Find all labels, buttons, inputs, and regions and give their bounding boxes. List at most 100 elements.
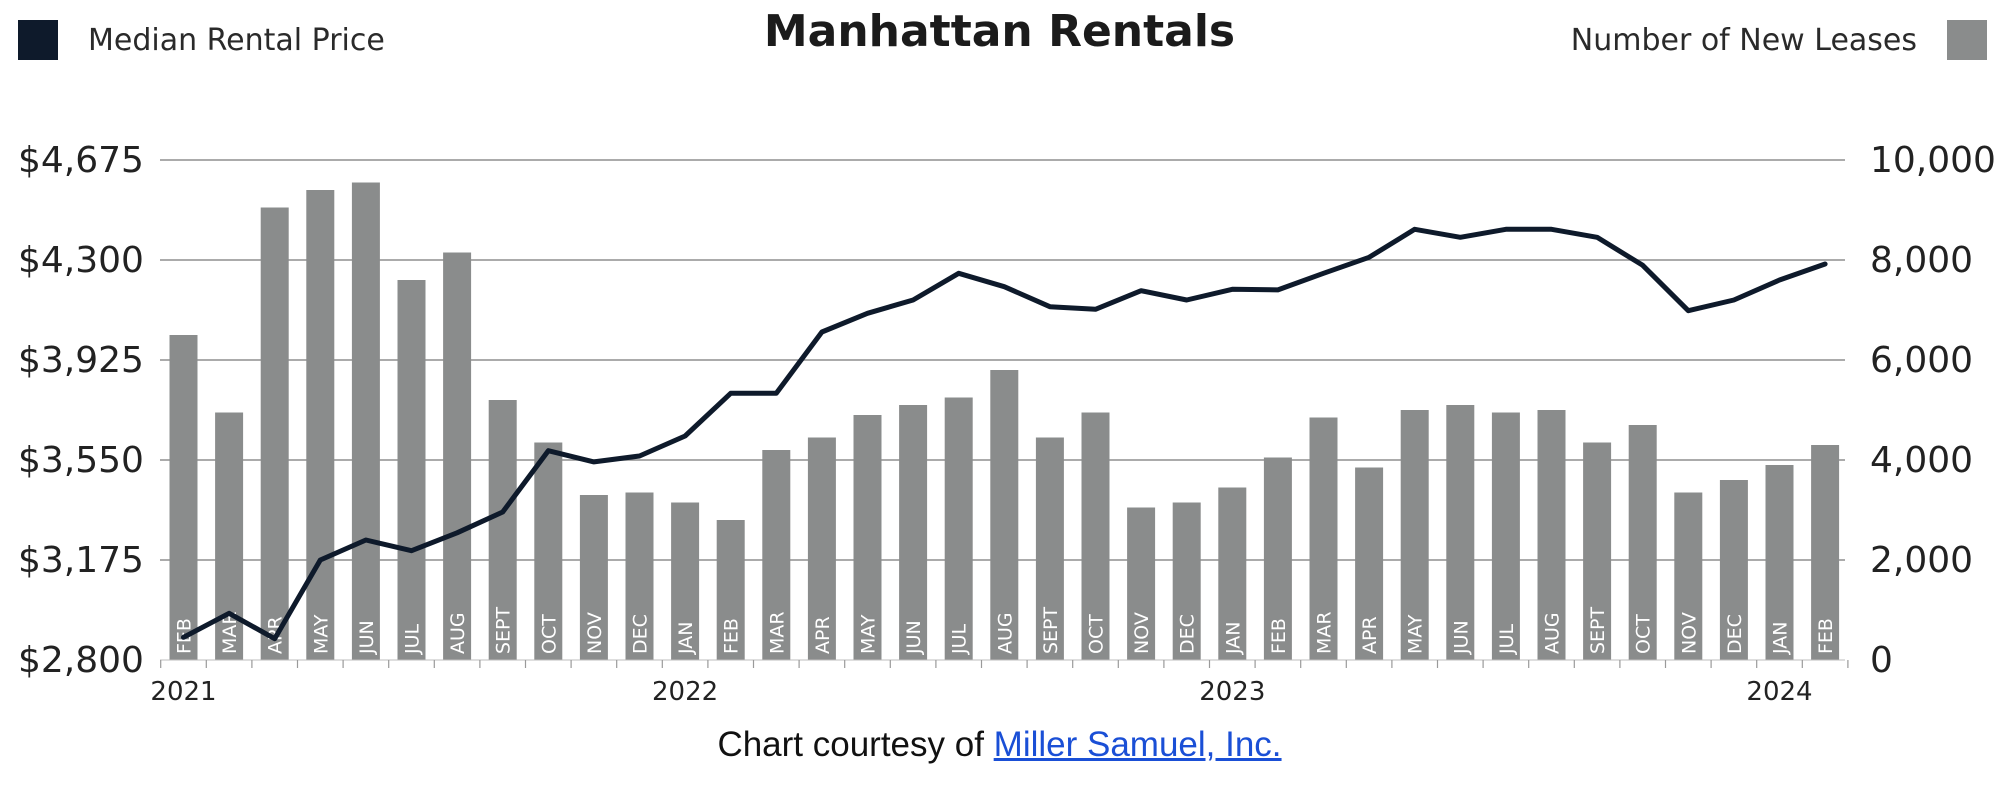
- x-tick-label: DEC: [630, 614, 652, 654]
- bar-layer: [169, 182, 1840, 660]
- x-tick-label: APR: [812, 616, 834, 654]
- x-tick-label: DEC: [1724, 614, 1746, 654]
- bar: [1081, 412, 1110, 660]
- x-tick-label: NOV: [1678, 612, 1700, 654]
- x-tick-label: JUL: [949, 623, 971, 655]
- bar: [1628, 425, 1657, 660]
- x-tick-label: JUN: [356, 620, 378, 655]
- y-left-tick-label: $2,800: [18, 640, 144, 681]
- chart-title: Manhattan Rentals: [0, 6, 1999, 57]
- bar: [306, 190, 335, 660]
- bar: [625, 492, 654, 660]
- bar: [1127, 507, 1156, 660]
- x-tick-label: APR: [1359, 616, 1381, 654]
- chart-credit: Chart courtesy of Miller Samuel, Inc.: [0, 725, 1999, 765]
- x-tick-label: JAN: [1222, 622, 1244, 655]
- x-tick-label: AUG: [1542, 612, 1564, 654]
- y-left-tick-label: $3,175: [18, 540, 144, 581]
- x-tick-label: FEB: [721, 618, 743, 654]
- credit-link[interactable]: Miller Samuel, Inc.: [993, 725, 1282, 764]
- bar: [807, 437, 836, 660]
- x-year-label: 2024: [1746, 677, 1812, 707]
- bar: [853, 415, 882, 660]
- y-right-tick-label: 2,000: [1870, 540, 1973, 581]
- x-tick-label: JUL: [1496, 623, 1518, 655]
- x-tick-label: FEB: [1815, 618, 1837, 654]
- bar: [579, 495, 608, 660]
- x-tick-label: OCT: [1086, 614, 1108, 654]
- axis-layer: $2,800 0 $3,175 2,000 $3,550 4,000 $3,925 6,000…: [18, 140, 1996, 707]
- bar: [671, 502, 700, 660]
- month-label-layer: FEB MAR APR MAY JUN JUL AUG SEPT OCT NOV DEC JAN FEB…: [174, 606, 1838, 655]
- y-left-tick-label: $4,675: [18, 140, 144, 181]
- bar: [1035, 437, 1064, 660]
- y-right-tick-label: 0: [1870, 640, 1893, 681]
- x-year-label: 2021: [150, 677, 216, 707]
- x-year-label: 2023: [1199, 677, 1265, 707]
- x-tick-label: AUG: [447, 612, 469, 654]
- x-tick-label: NOV: [584, 612, 606, 654]
- x-tick-label: MAY: [310, 614, 332, 654]
- bar: [990, 370, 1019, 660]
- x-tick-label: OCT: [1633, 614, 1655, 654]
- series-line-median-rental-price: [181, 226, 1828, 642]
- y-left-tick-label: $3,925: [18, 340, 144, 381]
- bar: [443, 252, 472, 660]
- bar: [1355, 467, 1384, 660]
- x-tick-label: JUN: [1450, 620, 1472, 655]
- x-tick-label: SEPT: [493, 606, 515, 654]
- x-tick-label: JAN: [1770, 622, 1792, 655]
- y-right-tick-label: 4,000: [1870, 440, 1973, 481]
- x-tick-label: MAR: [219, 611, 241, 654]
- y-right-tick-label: 10,000: [1870, 140, 1996, 181]
- bar: [1811, 445, 1840, 660]
- bar: [1537, 410, 1566, 660]
- bar: [1400, 410, 1429, 660]
- bar: [1218, 487, 1247, 660]
- bar: [488, 400, 517, 660]
- bar: [716, 520, 745, 660]
- bar: [260, 207, 289, 660]
- line-layer: [181, 226, 1828, 642]
- x-tick-label: SEPT: [1040, 606, 1062, 654]
- x-tick-label: MAR: [766, 611, 788, 654]
- y-right-tick-label: 8,000: [1870, 240, 1973, 281]
- chart-title-text: Manhattan Rentals: [763, 6, 1236, 57]
- x-tick-label: DEC: [1177, 614, 1199, 654]
- legend-label-left: Median Rental Price: [88, 22, 385, 58]
- credit-prefix: Chart courtesy of: [717, 725, 994, 764]
- bar: [899, 405, 928, 660]
- bar: [1446, 405, 1475, 660]
- bar: [1719, 480, 1748, 660]
- legend-swatch-line: [18, 20, 58, 60]
- y-left-tick-label: $4,300: [18, 240, 144, 281]
- x-tick-label: AUG: [994, 612, 1016, 654]
- bar: [397, 280, 426, 660]
- x-tick-label: MAY: [1405, 614, 1427, 654]
- x-tick-label: JUN: [903, 620, 925, 655]
- legend-number-of-new-leases: Number of New Leases: [1571, 20, 1987, 60]
- x-tick-label: MAY: [858, 614, 880, 654]
- x-tick-label: NOV: [1131, 612, 1153, 654]
- x-tick-label: SEPT: [1587, 606, 1609, 654]
- legend-swatch-bars: [1947, 20, 1987, 60]
- bar: [1172, 502, 1201, 660]
- bar: [351, 182, 380, 660]
- chart-svg: FEB MAR APR MAY JUN JUL AUG SEPT OCT NOV DEC JAN FEB…: [18, 140, 1996, 707]
- bar: [944, 397, 973, 660]
- x-tick-label: OCT: [538, 614, 560, 654]
- legend-median-rental-price: Median Rental Price: [18, 20, 385, 60]
- bar: [534, 442, 563, 660]
- x-year-label: 2022: [652, 677, 718, 707]
- bar: [169, 335, 198, 660]
- x-tick-label: MAR: [1314, 611, 1336, 654]
- bar: [1583, 442, 1612, 660]
- bar: [1309, 417, 1338, 660]
- bar: [1765, 465, 1794, 660]
- bar: [1491, 412, 1520, 660]
- bar: [1674, 492, 1703, 660]
- x-tick-label: JAN: [675, 622, 697, 655]
- legend-label-right: Number of New Leases: [1570, 22, 1917, 58]
- x-tick-label: JUL: [402, 623, 424, 655]
- y-left-tick-label: $3,550: [18, 440, 144, 481]
